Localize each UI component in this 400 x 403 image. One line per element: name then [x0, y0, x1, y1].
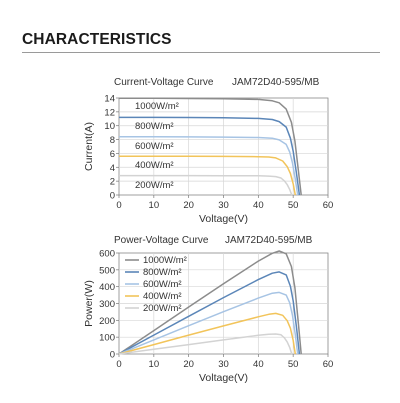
legend-label-200: 200W/m² — [143, 303, 182, 314]
y-tick-label: 12 — [104, 107, 115, 118]
x-tick-label: 40 — [253, 200, 264, 211]
legend-label-400: 400W/m² — [143, 291, 182, 302]
x-tick-label: 0 — [116, 200, 121, 211]
y-axis-label: Current(A) — [83, 122, 95, 171]
x-tick-label: 50 — [288, 359, 299, 370]
y-tick-label: 0 — [110, 191, 115, 202]
series-line-400 — [118, 312, 297, 355]
series-label-800: 800W/m² — [135, 121, 174, 132]
y-tick-label: 2 — [110, 177, 115, 188]
power-voltage-chart: 0 100 200 300 400 500 600 0 10 20 30 40 50 60 Power-Vo… — [83, 235, 334, 384]
heading-divider — [22, 52, 380, 53]
series-line-600 — [119, 136, 299, 196]
y-tick-label: 6 — [110, 149, 115, 160]
series-line-800 — [118, 271, 301, 355]
x-tick-label: 60 — [323, 200, 334, 211]
legend-label-1000: 1000W/m² — [143, 255, 187, 266]
x-tick-label: 50 — [288, 200, 299, 211]
series-label-1000: 1000W/m² — [135, 101, 179, 112]
y-tick-label: 400 — [99, 282, 115, 293]
x-axis-label: Voltage(V) — [199, 372, 248, 384]
y-tick-label: 600 — [99, 249, 115, 260]
y-tick-label: 100 — [99, 333, 115, 344]
y-tick-label: 0 — [110, 350, 115, 361]
section-heading: CHARACTERISTICS — [22, 31, 172, 48]
x-tick-label: 40 — [253, 359, 264, 370]
series-label-600: 600W/m² — [135, 141, 174, 152]
series-line-200 — [118, 333, 293, 355]
legend-label-600: 600W/m² — [143, 279, 182, 290]
x-tick-label: 30 — [218, 359, 229, 370]
series-line-600 — [118, 291, 299, 355]
series-line-200 — [119, 174, 293, 196]
x-axis-label: Voltage(V) — [199, 213, 248, 225]
x-tick-label: 10 — [149, 359, 160, 370]
y-tick-label: 4 — [110, 163, 115, 174]
y-tick-label: 10 — [104, 121, 115, 132]
chart-model: JAM72D40-595/MB — [232, 77, 320, 88]
legend-label-800: 800W/m² — [143, 267, 182, 278]
series-label-400: 400W/m² — [135, 160, 174, 171]
y-tick-label: 500 — [99, 265, 115, 276]
y-tick-label: 200 — [99, 316, 115, 327]
series-line-1000 — [118, 250, 302, 355]
x-tick-label: 10 — [149, 200, 160, 211]
x-tick-label: 0 — [116, 359, 121, 370]
x-tick-label: 30 — [218, 200, 229, 211]
chart-title: Power-Voltage Curve — [114, 235, 209, 246]
y-axis-label: Power(W) — [83, 280, 95, 327]
chart-model: JAM72D40-595/MB — [225, 235, 313, 246]
y-tick-label: 8 — [110, 135, 115, 146]
series-label-200: 200W/m² — [135, 180, 174, 191]
series-line-1000 — [119, 97, 302, 196]
series-line-400 — [119, 155, 297, 196]
x-tick-label: 20 — [183, 200, 194, 211]
y-tick-label: 300 — [99, 299, 115, 310]
chart-title: Current-Voltage Curve — [114, 77, 214, 88]
x-tick-label: 60 — [323, 359, 334, 370]
y-tick-label: 14 — [104, 94, 115, 105]
series-line-800 — [119, 116, 301, 196]
current-voltage-chart: 0 2 4 6 8 10 12 14 0 10 20 30 40 50 60 Current-Voltage … — [83, 77, 334, 225]
x-tick-label: 20 — [183, 359, 194, 370]
